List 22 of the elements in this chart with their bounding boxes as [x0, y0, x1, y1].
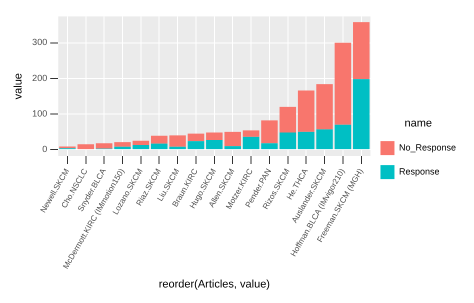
y-axis-title: value [12, 73, 25, 100]
bar [78, 144, 94, 150]
y-tick-label: 200 [32, 72, 48, 83]
bar [150, 136, 168, 144]
bar [280, 106, 296, 133]
bar [206, 132, 223, 140]
y-tick-label: 300 [32, 37, 48, 48]
legend-title: name [404, 117, 432, 130]
bar [224, 146, 241, 150]
legend-label: Response [398, 166, 440, 177]
legend-label: No_Response [398, 142, 456, 153]
bar [150, 144, 168, 150]
bar [206, 140, 223, 150]
y-tick-label: 0 [42, 144, 48, 154]
bar [224, 132, 241, 146]
bar [353, 22, 370, 80]
bar [280, 132, 296, 150]
bar [298, 90, 314, 132]
y-tick-label: 100 [32, 108, 48, 119]
x-axis-title: reorder(Articles, value) [158, 278, 270, 290]
bar [353, 79, 370, 150]
bar [298, 132, 314, 150]
